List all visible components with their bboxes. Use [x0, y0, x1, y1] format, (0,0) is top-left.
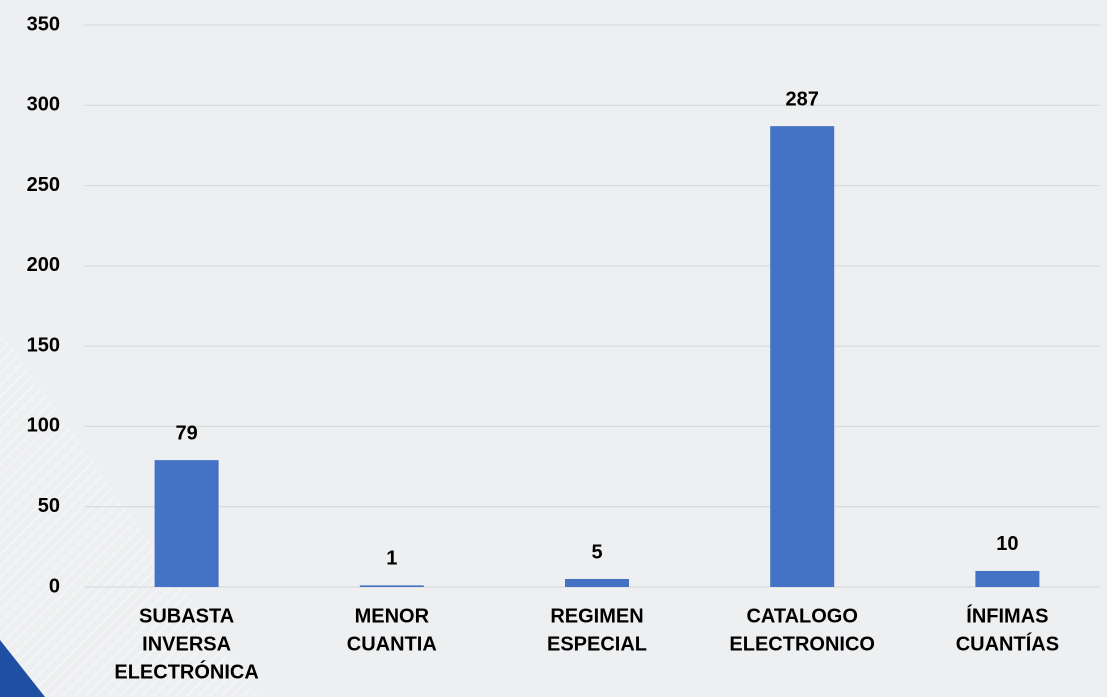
y-tick-label: 300 — [27, 94, 60, 116]
y-tick-label: 150 — [27, 334, 60, 356]
x-tick-label: INVERSA — [142, 633, 231, 655]
x-tick-label: REGIMEN — [550, 605, 643, 627]
data-label: 79 — [175, 422, 197, 444]
bar — [770, 126, 835, 587]
data-label: 287 — [786, 88, 819, 110]
data-label: 5 — [591, 541, 602, 563]
x-tick-label: CUANTÍAS — [956, 632, 1059, 655]
y-tick-label: 200 — [27, 254, 60, 276]
y-tick-label: 100 — [27, 415, 60, 437]
decoration — [0, 330, 260, 697]
x-tick-label: CATALOGO — [746, 605, 857, 627]
bar — [359, 585, 424, 587]
data-label: 1 — [386, 548, 397, 570]
y-tick-label: 50 — [38, 495, 60, 517]
x-tick-label: CUANTIA — [347, 633, 437, 655]
corner-decoration — [0, 640, 45, 697]
x-tick-label: SUBASTA — [139, 605, 234, 627]
y-tick-label: 350 — [27, 13, 60, 35]
bar — [154, 460, 219, 587]
bar — [975, 570, 1040, 587]
x-tick-label: MENOR — [355, 605, 430, 627]
x-tick-label: ESPECIAL — [547, 633, 647, 655]
bar — [565, 578, 629, 587]
x-tick-label: ÍNFIMAS — [966, 604, 1048, 627]
y-tick-label: 250 — [27, 174, 60, 196]
data-label: 10 — [996, 533, 1018, 555]
x-tick-label: ELECTRÓNICA — [114, 659, 258, 683]
x-tick-label: ELECTRONICO — [729, 633, 875, 655]
y-tick-label: 0 — [49, 575, 60, 597]
